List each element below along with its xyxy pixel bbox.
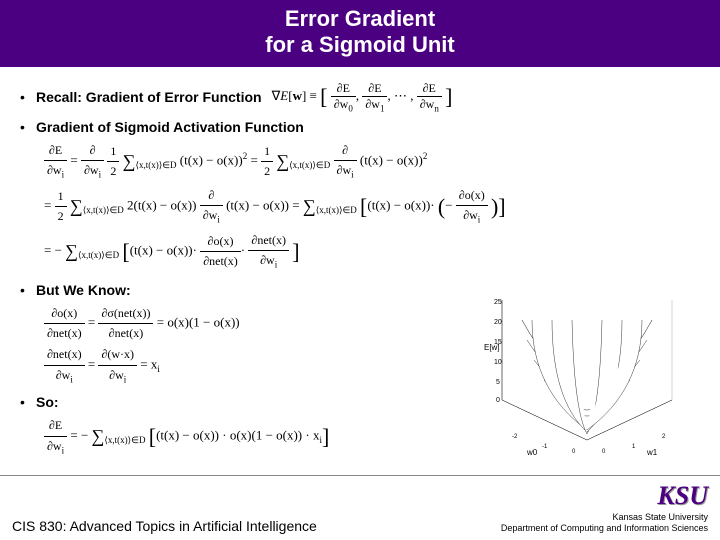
department-name: Department of Computing and Information … bbox=[501, 523, 708, 534]
eq-recall-gradient: ∇E[w] ≡ [ ∂E∂w0, ∂E∂w1, ⋯ , ∂E∂wn ] bbox=[272, 81, 453, 113]
university-name: Kansas State University bbox=[501, 512, 708, 523]
svg-text:2: 2 bbox=[662, 434, 666, 440]
svg-text:1: 1 bbox=[632, 444, 636, 450]
eq-line-2: = 12 ∑⟨x,t(x)⟩∈D 2(t(x) − o(x)) ∂∂wi (t(… bbox=[44, 186, 700, 227]
bullet-recall-text: Recall: Gradient of Error Function bbox=[36, 89, 262, 105]
svg-text:20: 20 bbox=[494, 319, 502, 326]
svg-text:w0: w0 bbox=[526, 448, 538, 457]
bullet-sigmoid-text: Gradient of Sigmoid Activation Function bbox=[36, 119, 304, 135]
svg-text:0: 0 bbox=[572, 449, 576, 455]
bullet-sigmoid: • Gradient of Sigmoid Activation Functio… bbox=[20, 119, 700, 135]
footer-affiliation: KSU Kansas State University Department o… bbox=[501, 480, 708, 534]
svg-text:25: 25 bbox=[494, 299, 502, 306]
bullet-dot-icon: • bbox=[20, 119, 36, 135]
svg-text:15: 15 bbox=[494, 339, 502, 346]
svg-text:0: 0 bbox=[496, 397, 500, 404]
svg-text:10: 10 bbox=[494, 359, 502, 366]
bullet-dot-icon: • bbox=[20, 282, 36, 298]
eq-line-3: = − ∑⟨x,t(x)⟩∈D [(t(x) − o(x))· ∂o(x)∂ne… bbox=[44, 231, 700, 272]
course-id: CIS 830: Advanced Topics in Artificial I… bbox=[12, 518, 317, 534]
slide-title: Error Gradient for a Sigmoid Unit bbox=[0, 0, 720, 67]
title-line-1: Error Gradient bbox=[0, 6, 720, 32]
bullet-dot-icon: • bbox=[20, 89, 36, 105]
svg-text:-2: -2 bbox=[512, 434, 518, 440]
bullet-know-text: But We Know: bbox=[36, 282, 131, 298]
ksu-logo: KSU bbox=[501, 480, 708, 511]
bullet-recall: • Recall: Gradient of Error Function ∇E[… bbox=[20, 81, 700, 113]
title-line-2: for a Sigmoid Unit bbox=[0, 32, 720, 58]
eq-line-1: ∂E∂wi = ∂∂wi 12 ∑⟨x,t(x)⟩∈D (t(x) − o(x)… bbox=[44, 141, 700, 182]
error-surface-plot: E[w] 25 20 15 10 5 0 w0 w1 -2-10 012 bbox=[472, 290, 702, 460]
eq-derivation: ∂E∂wi = ∂∂wi 12 ∑⟨x,t(x)⟩∈D (t(x) − o(x)… bbox=[44, 141, 700, 272]
svg-text:w1: w1 bbox=[646, 448, 658, 457]
svg-text:5: 5 bbox=[496, 379, 500, 386]
bullet-so-text: So: bbox=[36, 394, 59, 410]
bullet-dot-icon: • bbox=[20, 394, 36, 410]
slide-footer: CIS 830: Advanced Topics in Artificial I… bbox=[0, 475, 720, 540]
svg-text:0: 0 bbox=[602, 449, 606, 455]
svg-text:-1: -1 bbox=[542, 444, 548, 450]
